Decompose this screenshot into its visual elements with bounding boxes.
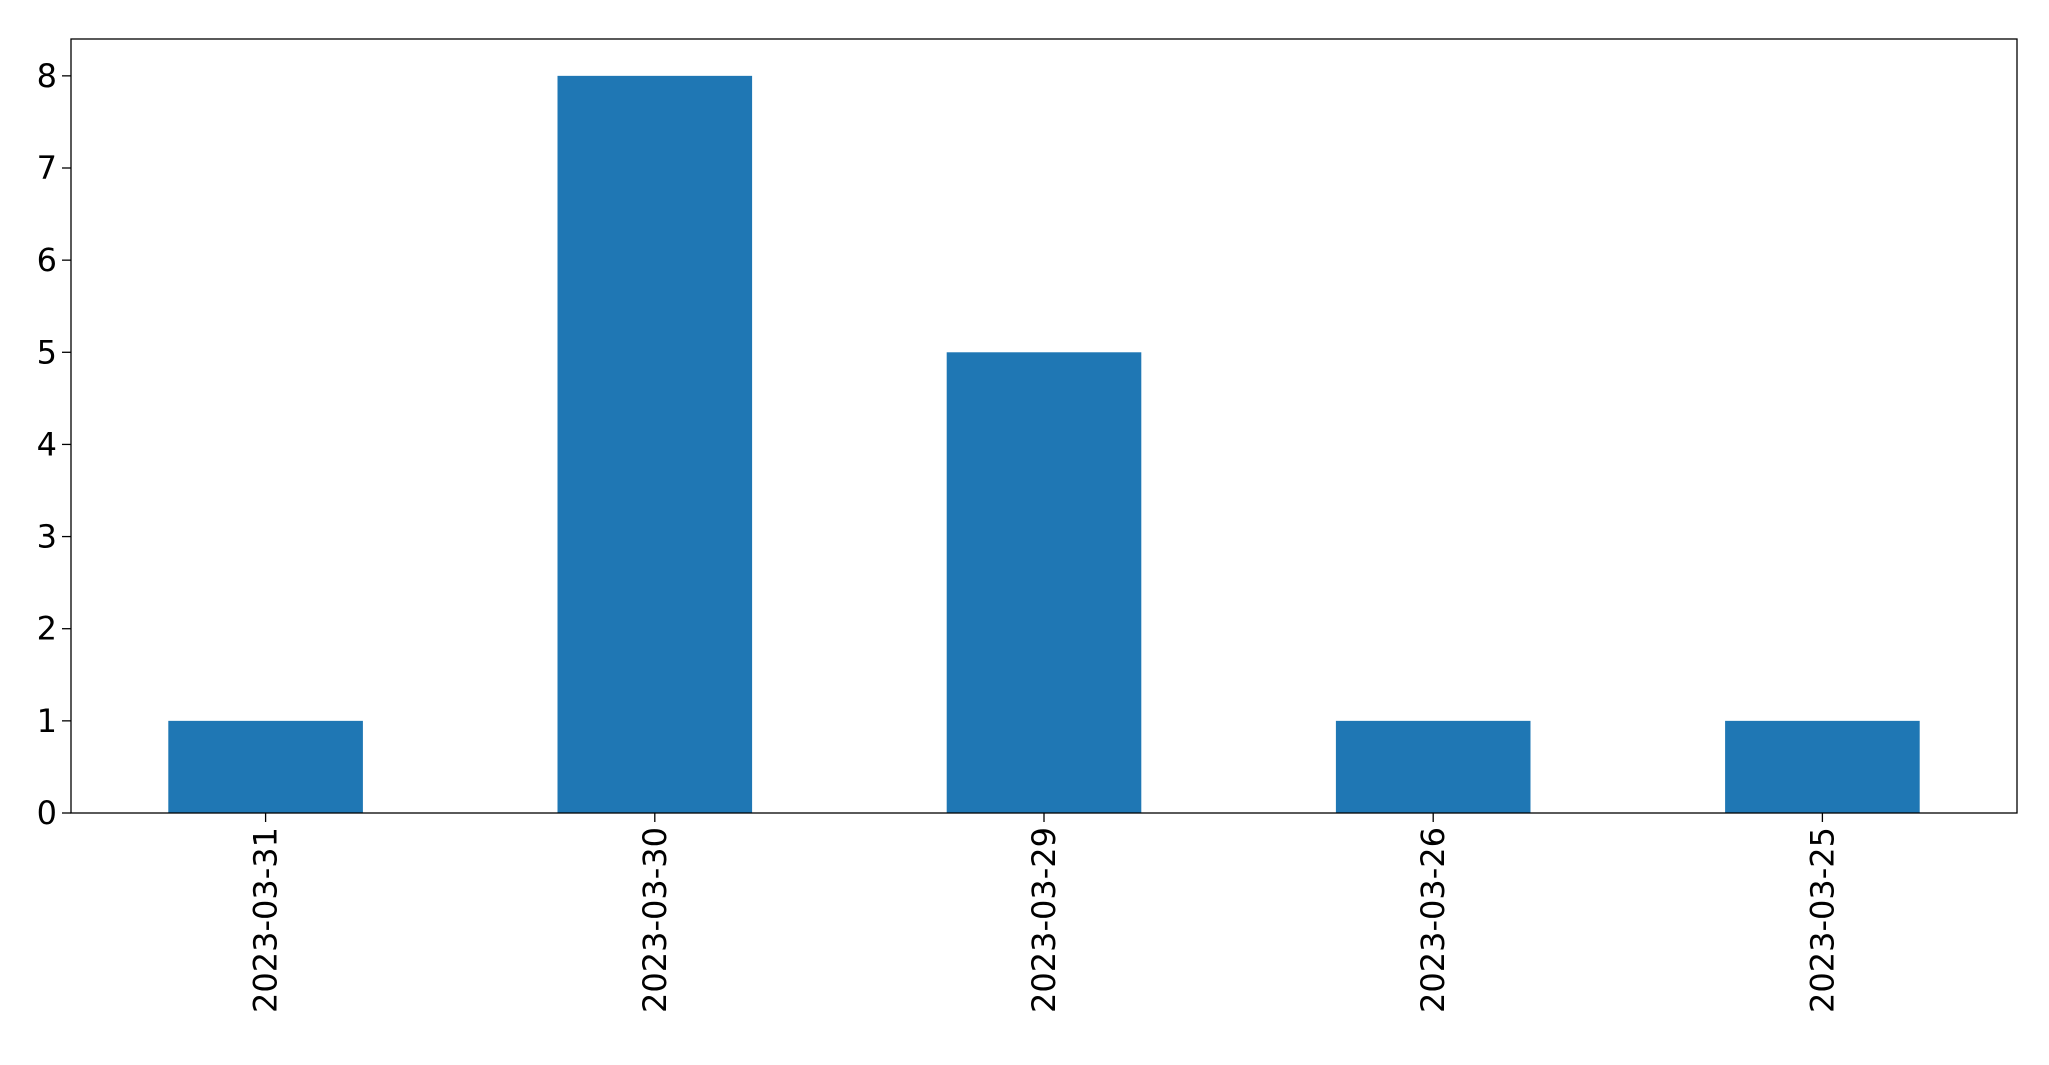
plot-frame bbox=[70, 38, 2018, 814]
y-tick-label: 4 bbox=[37, 425, 57, 463]
y-tick-label: 8 bbox=[37, 57, 57, 95]
y-tick-label: 2 bbox=[37, 610, 57, 648]
y-axis: 0 1 2 3 4 5 6 7 8 bbox=[37, 57, 71, 832]
x-tick-label: 2023-03-29 bbox=[1025, 827, 1063, 1013]
x-tick-label: 2023-03-31 bbox=[247, 827, 285, 1013]
y-tick-label: 6 bbox=[37, 241, 57, 279]
bar-2023-03-25 bbox=[1725, 720, 1920, 813]
bar-2023-03-30 bbox=[557, 75, 753, 814]
bar-2023-03-29 bbox=[946, 352, 1142, 813]
bar-2023-03-26 bbox=[1335, 720, 1531, 813]
x-axis: 2023-03-31 2023-03-30 2023-03-29 2023-03-26… bbox=[247, 813, 1841, 1013]
x-tick-label: 2023-03-25 bbox=[1803, 827, 1841, 1013]
y-tick-label: 3 bbox=[37, 518, 57, 556]
x-tick-label: 2023-03-26 bbox=[1414, 827, 1452, 1013]
y-tick-label: 5 bbox=[37, 333, 57, 371]
y-tick-label: 0 bbox=[37, 794, 57, 832]
bar-2023-03-31 bbox=[168, 720, 363, 813]
x-tick-label: 2023-03-30 bbox=[636, 827, 674, 1013]
y-tick-label: 7 bbox=[37, 149, 57, 187]
y-tick-label: 1 bbox=[37, 702, 57, 740]
bars-group bbox=[168, 75, 1920, 814]
